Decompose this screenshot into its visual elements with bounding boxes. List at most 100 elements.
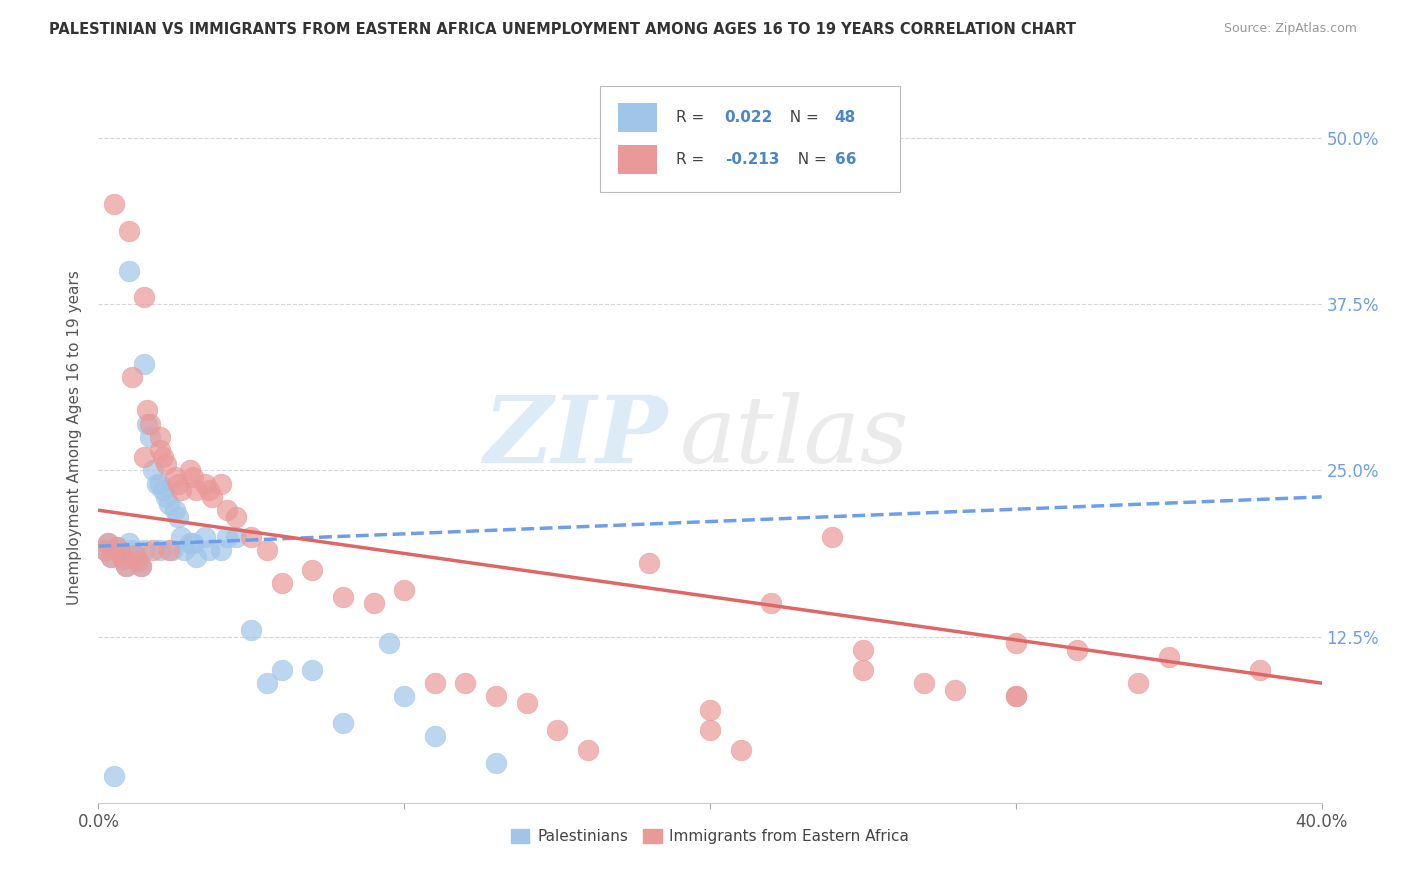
Text: 66: 66 [835, 152, 856, 167]
Point [378, 636, 401, 650]
Text: ZIP: ZIP [484, 392, 668, 482]
Text: N =: N = [780, 110, 824, 125]
Point [111, 552, 134, 566]
Point [100, 549, 122, 564]
Point [332, 716, 354, 731]
Point [134, 357, 156, 371]
Point [163, 503, 186, 517]
Point [215, 530, 238, 544]
Point [1004, 636, 1026, 650]
Point [118, 536, 141, 550]
Point [97, 536, 120, 550]
Point [240, 530, 263, 544]
Point [363, 596, 385, 610]
FancyBboxPatch shape [600, 86, 900, 192]
Point [301, 663, 323, 677]
Point [129, 559, 152, 574]
Point [127, 554, 149, 568]
Point [152, 483, 174, 498]
Point [160, 543, 183, 558]
Point [108, 546, 131, 560]
Point [167, 509, 190, 524]
Point [301, 563, 323, 577]
Point [423, 729, 446, 743]
Text: R =: R = [676, 152, 709, 167]
Point [637, 557, 661, 571]
Point [270, 576, 292, 591]
Point [181, 536, 204, 550]
Point [392, 690, 416, 704]
Point [103, 769, 125, 783]
Point [136, 403, 159, 417]
Point [149, 543, 172, 558]
Point [105, 541, 128, 555]
Point [93, 543, 115, 558]
Point [127, 554, 149, 568]
Point [179, 463, 201, 477]
Point [699, 723, 721, 737]
FancyBboxPatch shape [619, 145, 658, 174]
Point [852, 663, 875, 677]
Point [108, 546, 131, 560]
Point [270, 663, 292, 677]
Point [912, 676, 935, 690]
Point [209, 543, 232, 558]
Text: atlas: atlas [679, 392, 908, 482]
Y-axis label: Unemployment Among Ages 16 to 19 years: Unemployment Among Ages 16 to 19 years [67, 269, 83, 605]
Point [186, 483, 208, 498]
Point [240, 623, 263, 637]
Point [821, 530, 844, 544]
Point [194, 530, 217, 544]
Point [121, 370, 143, 384]
Point [186, 549, 208, 564]
Point [485, 690, 508, 704]
Point [194, 476, 217, 491]
Text: R =: R = [676, 110, 709, 125]
Point [142, 463, 165, 477]
Point [1249, 663, 1271, 677]
Point [197, 543, 219, 558]
Point [152, 450, 174, 464]
Point [136, 417, 159, 431]
Point [149, 476, 172, 491]
Point [485, 756, 508, 770]
Point [134, 290, 156, 304]
Point [454, 676, 477, 690]
Point [730, 742, 752, 756]
Point [124, 549, 146, 563]
Point [1128, 676, 1150, 690]
Point [118, 549, 141, 564]
Point [134, 450, 156, 464]
Text: -0.213: -0.213 [724, 152, 779, 167]
Point [1004, 690, 1026, 704]
Point [256, 543, 278, 558]
Point [134, 543, 156, 558]
Point [142, 543, 165, 558]
Point [115, 559, 138, 574]
Point [105, 541, 128, 555]
Text: Source: ZipAtlas.com: Source: ZipAtlas.com [1223, 22, 1357, 36]
Point [179, 536, 201, 550]
Point [139, 417, 162, 431]
Point [1004, 690, 1026, 704]
Legend: Palestinians, Immigrants from Eastern Africa: Palestinians, Immigrants from Eastern Af… [505, 822, 915, 850]
Point [93, 543, 115, 558]
Point [225, 509, 247, 524]
Point [759, 596, 782, 610]
Point [121, 543, 143, 558]
Point [516, 696, 538, 710]
Point [209, 476, 232, 491]
Point [256, 676, 278, 690]
Point [111, 552, 134, 566]
Point [943, 682, 966, 697]
Point [167, 476, 190, 491]
Point [1157, 649, 1180, 664]
Text: N =: N = [789, 152, 832, 167]
Point [163, 470, 186, 484]
Point [225, 530, 247, 544]
Point [852, 643, 875, 657]
Point [103, 197, 125, 211]
Point [115, 559, 138, 574]
Point [155, 490, 177, 504]
Point [118, 264, 141, 278]
